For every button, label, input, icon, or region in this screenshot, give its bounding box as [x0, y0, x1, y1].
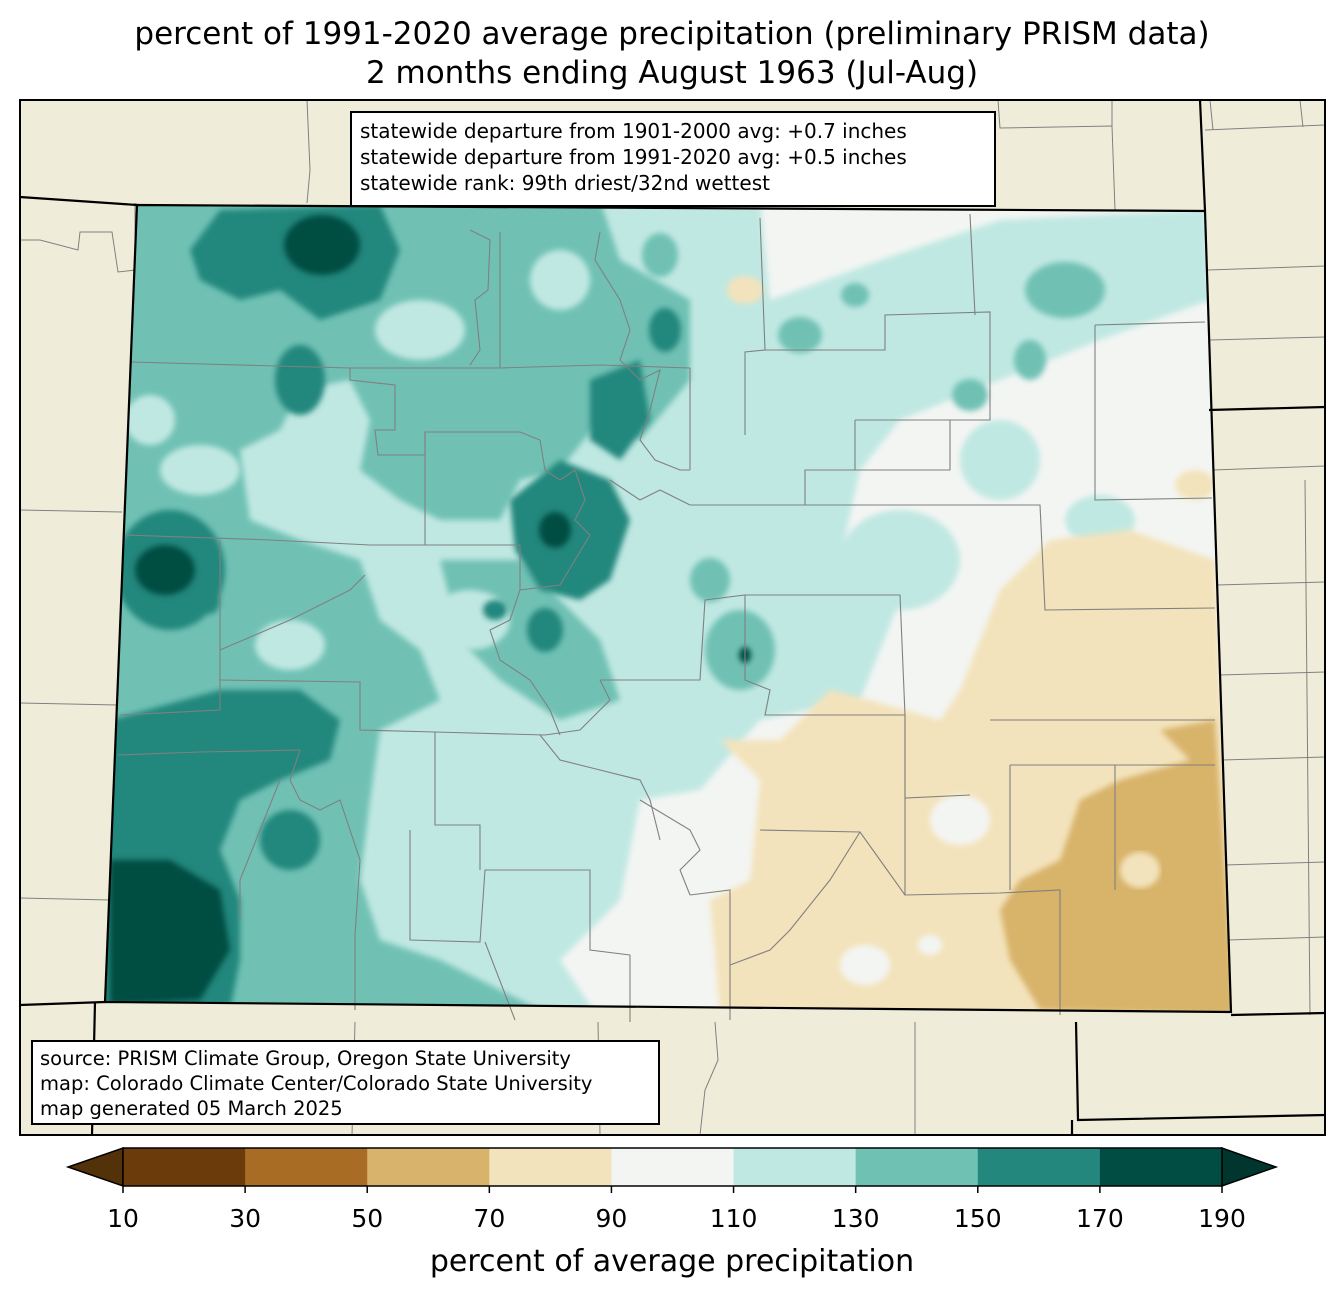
colorbar-segment [733, 1148, 857, 1186]
stats-line-3: statewide rank: 99th driest/32nd wettest [360, 171, 770, 195]
colorbar-segment [611, 1148, 735, 1186]
colorbar-segment [123, 1148, 246, 1186]
stats-line-2: statewide departure from 1991-2020 avg: … [360, 145, 907, 169]
colorbar-segment [1099, 1148, 1223, 1186]
colorbar-tick-label: 90 [595, 1204, 628, 1233]
colorbar [65, 1146, 1279, 1193]
statewide-stats-box: statewide departure from 1901-2000 avg: … [350, 111, 996, 207]
colorbar-tick-label: 170 [1076, 1204, 1124, 1233]
map-frame [19, 99, 1326, 1136]
colorbar-outline [122, 1147, 1223, 1187]
source-line-3: map generated 05 March 2025 [40, 1097, 343, 1120]
colorbar-tick-label: 130 [831, 1204, 880, 1233]
colorbar-tick-label: 110 [709, 1204, 758, 1233]
colorbar-tick-label: 30 [229, 1204, 262, 1233]
colorbar-segment [489, 1148, 612, 1186]
colorbar-tick-label: 190 [1198, 1204, 1246, 1233]
map-title-line-1: percent of 1991-2020 average precipitati… [134, 16, 1210, 52]
colorbar-tick-label: 70 [473, 1204, 506, 1233]
colorbar-tick-label: 150 [953, 1204, 1002, 1233]
source-credits-box: source: PRISM Climate Group, Oregon Stat… [31, 1040, 660, 1125]
colorbar-segment [977, 1148, 1101, 1186]
neighbor-county-lines [19, 99, 1326, 1136]
precipitation-field [105, 205, 1231, 1012]
colorbar-segment [855, 1148, 979, 1186]
map-title-line-2: 2 months ending August 1963 (Jul-Aug) [365, 55, 979, 91]
colorbar-tick-label: 50 [351, 1204, 384, 1233]
mountain-county-lines [239, 229, 691, 936]
source-line-1: source: PRISM Climate Group, Oregon Stat… [40, 1047, 571, 1070]
colorado-county-lines [117, 213, 1216, 1022]
colorbar-over-arrow [1221, 1146, 1279, 1188]
colorbar-segment [245, 1148, 368, 1186]
colorbar-tick-label: 10 [107, 1204, 139, 1233]
stats-line-1: statewide departure from 1901-2000 avg: … [360, 119, 907, 143]
colorbar-under-arrow [65, 1146, 124, 1188]
source-line-2: map: Colorado Climate Center/Colorado St… [40, 1072, 593, 1095]
colorbar-segment [367, 1148, 490, 1186]
colorbar-label: percent of average precipitation [429, 1244, 915, 1279]
